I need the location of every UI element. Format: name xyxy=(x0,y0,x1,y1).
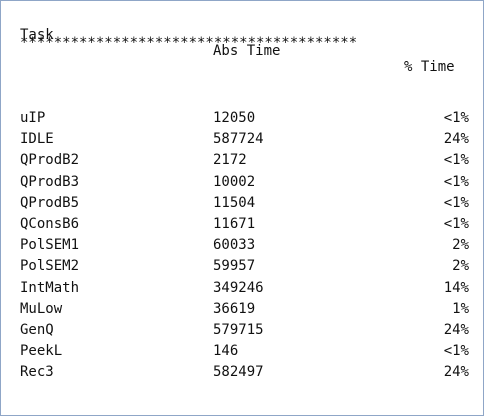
cell-task: QProdB5 xyxy=(20,194,80,211)
table-header: Task Abs Time % Time xyxy=(20,11,483,75)
cell-task: PolSEM1 xyxy=(20,237,80,254)
cell-pct-time: <1% xyxy=(443,152,469,169)
cell-task: GenQ xyxy=(20,321,54,338)
cell-pct-time: <1% xyxy=(443,194,469,211)
cell-pct-time: 1% xyxy=(452,300,469,317)
cell-task: IntMath xyxy=(20,279,80,296)
cell-abs-time: 579715 xyxy=(213,321,264,338)
cell-pct-time: <1% xyxy=(443,173,469,190)
table-row: PolSEM1 60033 2% xyxy=(20,237,483,258)
table-row: uIP 12050 <1% xyxy=(20,110,483,131)
cell-abs-time: 36619 xyxy=(213,300,256,317)
cell-task: QConsB6 xyxy=(20,215,80,232)
cell-pct-time: <1% xyxy=(443,215,469,232)
cell-abs-time: 10002 xyxy=(213,173,256,190)
table-row: QConsB6 11671 <1% xyxy=(20,215,483,237)
cell-pct-time: 24% xyxy=(443,364,469,381)
table-row: PeekL 146 <1% xyxy=(20,343,483,364)
cell-abs-time: 349246 xyxy=(213,279,264,296)
table-row: MuLow 36619 1% xyxy=(20,300,483,322)
header-abs-time: Abs Time xyxy=(213,43,281,59)
cell-abs-time: 582497 xyxy=(213,364,264,381)
table-row: Rec3 582497 24% xyxy=(20,364,483,385)
cell-task: IDLE xyxy=(20,131,54,148)
cell-pct-time: <1% xyxy=(443,343,469,360)
table-row: IntMath 349246 14% xyxy=(20,279,483,301)
cell-task: MuLow xyxy=(20,300,63,317)
cell-pct-time: <1% xyxy=(443,110,469,126)
cell-task: PolSEM2 xyxy=(20,258,80,275)
header-pct-time: % Time xyxy=(404,59,455,75)
table-row: QProdB2 2172 <1% xyxy=(20,152,483,173)
cell-pct-time: 24% xyxy=(443,131,469,148)
cell-abs-time: 587724 xyxy=(213,131,264,148)
table-row: QProdB5 11504 <1% xyxy=(20,194,483,216)
table-row: GenQ 579715 24% xyxy=(20,321,483,343)
header-divider: **************************************** xyxy=(20,35,358,51)
cell-abs-time: 2172 xyxy=(213,152,247,169)
cell-task: PeekL xyxy=(20,343,63,360)
cell-pct-time: 14% xyxy=(443,279,469,296)
cell-task: QProdB2 xyxy=(20,152,80,169)
cell-abs-time: 11504 xyxy=(213,194,256,211)
cell-task: QProdB3 xyxy=(20,173,80,190)
cell-abs-time: 60033 xyxy=(213,237,256,254)
table-row: IDLE 587724 24% xyxy=(20,131,483,152)
cell-task: uIP xyxy=(20,110,46,126)
cell-abs-time: 12050 xyxy=(213,110,256,126)
cell-abs-time: 146 xyxy=(213,343,239,360)
cell-abs-time: 59957 xyxy=(213,258,256,275)
cell-pct-time: 2% xyxy=(452,258,469,275)
cell-pct-time: 24% xyxy=(443,321,469,338)
header-task: Task xyxy=(20,27,54,43)
cell-task: Rec3 xyxy=(20,364,54,381)
table-row: PolSEM2 59957 2% xyxy=(20,258,483,279)
cell-abs-time: 11671 xyxy=(213,215,256,232)
cell-pct-time: 2% xyxy=(452,237,469,254)
table-body: uIP 12050 <1% IDLE 587724 24% QProdB2 2172 <1% QP… xyxy=(20,110,483,385)
table-row: QProdB3 10002 <1% xyxy=(20,173,483,195)
